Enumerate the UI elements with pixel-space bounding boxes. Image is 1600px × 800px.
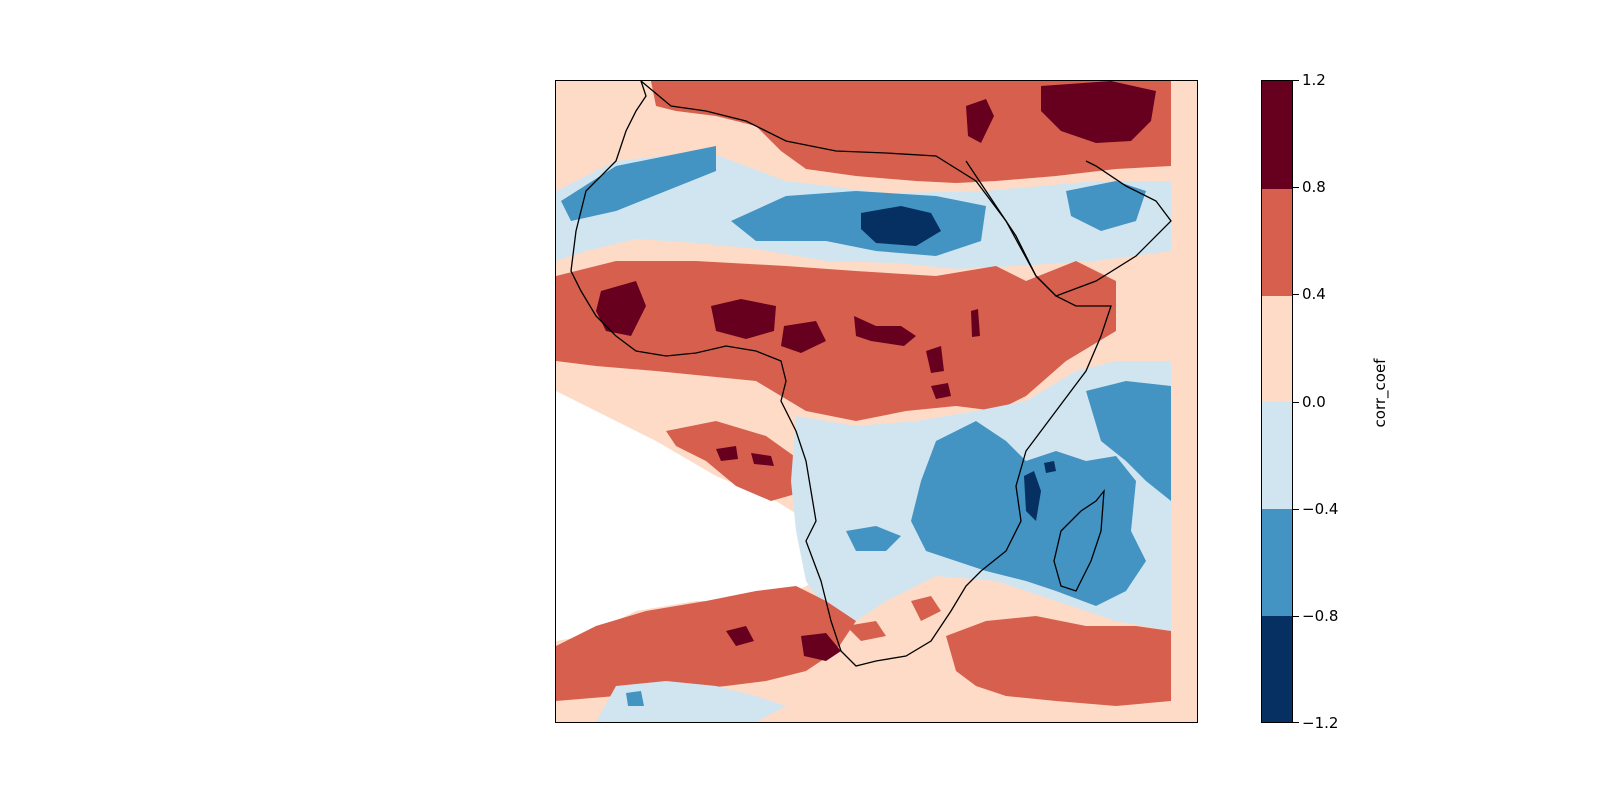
colorbar-segment [1262,615,1292,722]
contour-band-0.8-1.2 [751,453,774,466]
colorbar-tick-label: −0.8 [1302,606,1339,625]
colorbar-segment [1262,508,1292,617]
arabian-coastline [965,160,1172,297]
colorbar-tick-mark [1293,80,1299,81]
contour-band-neg0.8-neg0.4 [626,691,644,706]
contour-band-neg0.8-neg0.4 [1086,381,1171,501]
contour-band-0.8-1.2 [781,321,826,353]
colorbar-tick-label: 0.8 [1302,178,1326,197]
colorbar-tick-label: 1.2 [1302,71,1326,89]
contour-band-0.4-0.8 [911,596,941,621]
filled-contour-map [556,81,1197,722]
colorbar-segment [1262,81,1292,189]
colorbar-segment [1262,187,1292,296]
contour-band-0.4-0.8 [846,621,886,641]
missing-data-ocean [556,391,856,641]
contour-band-0.4-0.8 [666,421,806,501]
colorbar-tick-mark [1293,722,1299,723]
contour-band-0.8-1.2 [596,281,646,336]
contour-band-0.8-1.2 [931,383,951,399]
contour-band-0.8-1.2 [854,316,916,346]
contour-band-neg0.4-0 [596,681,786,722]
colorbar-tick-label: 0.0 [1302,392,1326,411]
contour-band-neg0.8-neg0.4 [846,526,901,551]
colorbar-label: corr_coef [1371,358,1389,428]
contour-band-0.8-1.2 [1041,81,1156,143]
contour-band-0.8-1.2 [716,446,738,461]
contour-band-0.8-1.2 [926,346,944,373]
colorbar-segment [1262,401,1292,510]
colorbar-tick-mark [1293,508,1299,510]
contour-band-0.4-0.8 [946,616,1171,706]
colorbar-segment [1262,294,1292,403]
colorbar [1261,80,1293,723]
contour-band-0.8-1.2 [966,99,994,143]
contour-band-0.4-0.8 [556,586,856,701]
colorbar-tick-label: −0.4 [1302,499,1339,518]
contour-band-0.8-1.2 [711,299,776,339]
colorbar-tick-mark [1293,187,1299,189]
contour-band-0.8-1.2 [971,309,980,337]
madagascar-coastline [1053,488,1105,592]
contour-band-neg0.8-neg0.4 [561,146,716,221]
colorbar-tick-mark [1293,401,1299,403]
contour-band-neg0.8-neg0.4 [1066,181,1146,231]
map-panel [555,80,1198,723]
contour-band-0.8-1.2 [726,626,754,646]
colorbar-tick-label: −1.2 [1302,714,1339,732]
contour-band-0.8-1.2 [801,633,841,661]
contour-band-neg1.2-neg0.8 [1024,471,1041,521]
contour-band-neg1.2-neg0.8 [1044,461,1056,473]
contour-band-0.4-0.8 [556,261,1116,421]
contour-band-neg1.2-neg0.8 [861,206,941,246]
colorbar-tick-mark [1293,294,1299,296]
colorbar-tick-mark [1293,615,1299,617]
colorbar-tick-label: 0.4 [1302,285,1326,304]
